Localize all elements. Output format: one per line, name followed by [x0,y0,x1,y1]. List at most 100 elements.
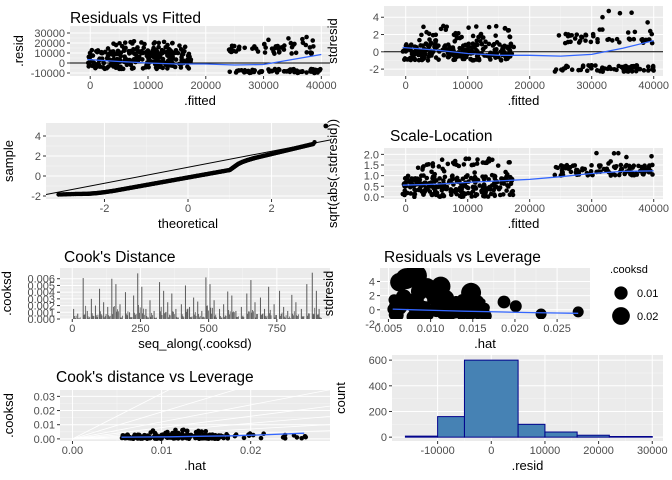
panel-resid-fitted: 0 10000 20000 30000 40000-100000100002000030… [11,10,337,108]
data-point [308,69,313,74]
histogram-bar [437,416,465,438]
y-tick-label: 0 [373,47,379,59]
x-tick-label: 0 [185,203,191,215]
data-point [140,66,146,71]
data-point [553,164,559,170]
data-point [437,176,442,181]
data-point [450,173,455,178]
x-tick-label: 750 [268,323,286,335]
data-point [141,50,146,55]
data-point [316,67,321,73]
data-point [552,69,558,74]
x-tick-label: 10000 [452,80,483,92]
data-point [172,64,178,70]
data-point [647,28,653,34]
data-point [487,54,492,60]
x-tick-label: 0.025 [543,323,571,335]
legend-key [612,307,630,325]
data-point [231,48,236,54]
data-point [470,33,476,39]
data-point [576,169,582,175]
data-point [415,165,421,171]
leverage-bubble [509,300,522,313]
y-tick-label: 600 [369,355,387,367]
y-tick-label: 2.0 [364,149,379,161]
data-point [617,10,623,16]
data-point [156,44,161,50]
leverage-bubble [463,296,473,307]
data-point [163,430,168,436]
data-point [309,50,315,56]
data-point [424,29,429,35]
data-point [180,431,185,437]
data-point [410,176,416,182]
data-point [597,27,603,32]
data-point [492,176,498,181]
data-point [417,37,422,43]
smooth-line [121,432,305,438]
data-point [600,14,605,20]
data-point [165,42,170,48]
y-axis-label: sample [1,140,16,182]
data-point [419,32,424,38]
data-point [460,194,466,199]
data-point [444,24,450,30]
data-point [292,41,297,47]
data-point [418,43,423,48]
data-point [412,191,418,197]
data-point [449,177,455,182]
data-point [616,172,622,178]
data-point [594,150,599,156]
x-tick-label: 0.015 [459,323,487,335]
data-point [304,70,309,75]
size-legend: .cooksd 0.01 0.02 [610,264,658,325]
data-point [486,177,492,182]
data-point [503,53,509,59]
data-point [503,169,508,175]
y-tick-label: 0.02 [34,406,55,418]
data-point [487,184,492,190]
data-point [475,48,480,54]
data-point [506,27,512,33]
data-point [474,161,480,166]
data-point [439,187,445,193]
data-point [151,45,156,51]
data-point [276,50,282,55]
data-point [299,435,304,441]
x-tick-label: 20000 [514,80,545,92]
data-point [90,53,96,58]
data-point [580,166,585,171]
data-point [412,187,417,192]
data-point [302,434,308,439]
panel-title: Cook's distance vs Leverage [56,369,254,386]
data-point [649,40,655,46]
data-point [93,65,98,71]
data-point [433,38,438,43]
data-point [499,180,505,186]
data-point [310,38,316,43]
data-point [286,36,291,41]
data-point [590,31,596,37]
x-tick-label: 10000 [452,203,483,215]
data-point [486,156,492,162]
data-point [493,23,499,29]
x-tick-label: 0.005 [375,323,403,335]
x-axis-label: .resid [512,458,544,473]
data-point [231,43,237,49]
data-point [165,49,170,55]
x-tick-label: 10000 [530,445,561,457]
panel-background [60,268,330,319]
data-point [433,192,439,198]
data-point [595,37,600,42]
plot-area [404,359,653,438]
data-point [117,40,122,46]
x-tick-label: 0 [69,323,75,335]
x-tick-label: 10000 [133,80,164,92]
data-point [273,44,279,49]
data-point [640,165,645,171]
data-point [623,164,628,169]
histogram-bar [576,434,610,438]
data-point [427,189,433,194]
leverage-bubble [388,303,398,313]
data-point [131,46,136,52]
